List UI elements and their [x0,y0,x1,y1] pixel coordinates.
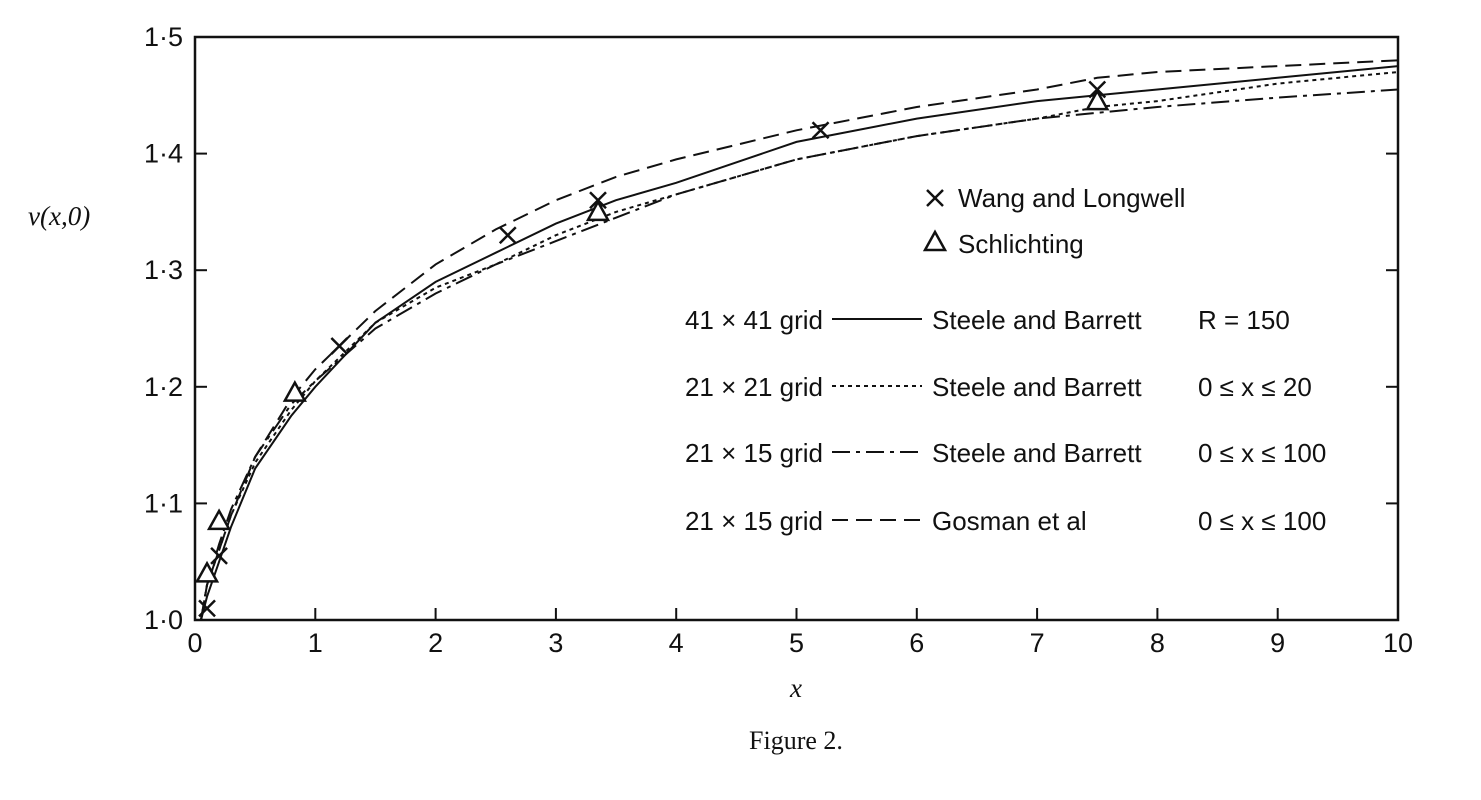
data-point-triangle-marker [1085,88,1110,111]
data-point-x-marker [330,337,349,355]
y-tick-label: 1·0 [144,605,183,635]
y-axis-ticks: 1·0 1·1 1·2 1·3 1·4 1·5 [144,22,1398,635]
legend-grid-1: 41 × 41 grid [685,305,823,335]
legend-row-2: 21 × 21 grid Steele and Barrett 0 ≤ x ≤ … [685,372,1312,402]
legend-x-glyph [926,189,944,207]
y-tick-label: 1·3 [144,255,183,285]
series-line-dashdot [200,88,1399,621]
series-line-dashed [200,59,1399,621]
series-line-dotted [200,71,1399,621]
figure-caption: Figure 2. [749,726,843,755]
data-point-x-marker [198,599,216,618]
legend-triangle-glyph [922,229,948,252]
y-tick-label: 1·4 [144,139,183,169]
legend-marker-schlichting: Schlichting [922,229,1084,259]
x-axis-label: x [789,673,802,703]
legend-marker-wang-longwell: Wang and Longwell [926,183,1185,213]
data-point-triangle-marker [282,380,307,402]
data-point-x-marker [210,546,228,565]
x-tick-label: 4 [669,628,684,658]
legend-row-4: 21 × 15 grid Gosman et al 0 ≤ x ≤ 100 [685,506,1326,536]
data-point-x-marker [498,226,517,245]
legend-grid-2: 21 × 21 grid [685,372,823,402]
y-tick-label: 1·2 [144,372,183,402]
series-line-solid [200,65,1399,621]
x-tick-label: 1 [308,628,323,658]
legend-range-1: R = 150 [1198,305,1290,335]
x-tick-label: 6 [909,628,924,658]
x-tick-label: 5 [789,628,804,658]
data-point-triangle-marker [194,560,220,583]
legend-name-2: Steele and Barrett [932,372,1142,402]
legend-label-schlichting: Schlichting [958,229,1084,259]
legend-range-3: 0 ≤ x ≤ 100 [1198,438,1326,468]
x-tick-label: 2 [428,628,443,658]
x-tick-label: 7 [1030,628,1045,658]
legend-name-1: Steele and Barrett [932,305,1142,335]
x-tick-label: 10 [1383,628,1413,658]
legend-row-1: 41 × 41 grid Steele and Barrett R = 150 [685,305,1290,335]
legend-row-3: 21 × 15 grid Steele and Barrett 0 ≤ x ≤ … [685,438,1326,468]
legend-name-4: Gosman et al [932,506,1087,536]
legend-grid-4: 21 × 15 grid [685,506,823,536]
x-tick-label: 3 [548,628,563,658]
x-tick-label: 9 [1270,628,1285,658]
legend-x-marker-icon [926,189,944,207]
x-axis-ticks: 0 1 2 3 4 5 6 7 8 9 10 [187,608,1413,658]
legend-name-3: Steele and Barrett [932,438,1142,468]
legend-grid-3: 21 × 15 grid [685,438,823,468]
x-tick-label: 0 [187,628,202,658]
y-axis-label: v(x,0) [28,201,90,231]
data-point-x-marker [811,121,830,140]
marker-legend: Wang and Longwell Schlichting [922,183,1185,259]
data-point-triangle-marker [206,508,232,531]
legend-range-4: 0 ≤ x ≤ 100 [1198,506,1326,536]
legend-range-2: 0 ≤ x ≤ 20 [1198,372,1312,402]
series-layer [200,59,1399,621]
line-legend: 41 × 41 grid Steele and Barrett R = 150 … [685,305,1326,536]
y-tick-label: 1·5 [144,22,183,52]
legend-label-wang-longwell: Wang and Longwell [958,183,1185,213]
legend-triangle-marker-icon [922,229,948,252]
data-point-triangle-marker [585,199,611,222]
marker-layer [194,80,1110,618]
x-tick-label: 8 [1150,628,1165,658]
y-tick-label: 1·1 [144,488,183,518]
